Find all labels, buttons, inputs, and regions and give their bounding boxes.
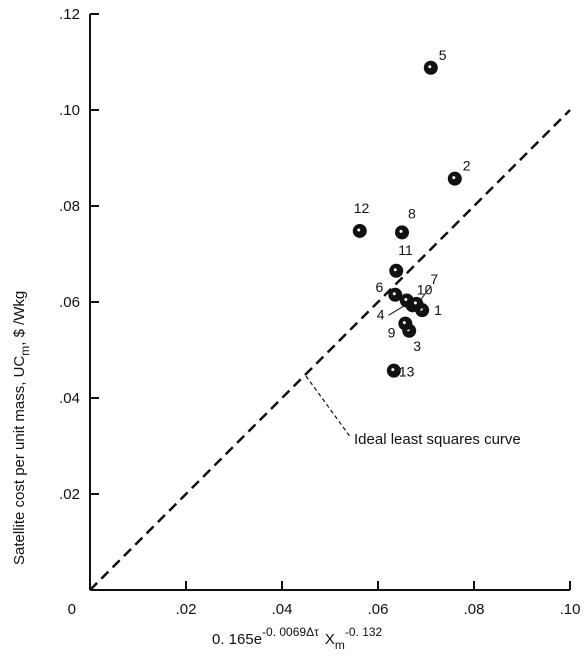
ticks: .02 .04 .06 .08 .10 .12 0 .02 .04 .06 .08 .10 xyxy=(59,6,580,618)
data-point-label: 6 xyxy=(375,279,383,295)
y-tick-label: .10 xyxy=(59,102,80,119)
y-tick-label: .02 xyxy=(59,486,80,503)
label-leader xyxy=(388,303,407,316)
axes xyxy=(89,14,570,591)
data-point-label: 9 xyxy=(388,325,396,341)
point-highlight xyxy=(357,228,361,232)
ideal-least-squares-line xyxy=(89,109,571,591)
x-axis-title: 0. 165e-0. 0069Δτ Xm-0. 132 xyxy=(212,625,383,652)
data-point-label: 11 xyxy=(398,242,413,258)
point-highlight xyxy=(393,268,397,272)
y-tick-label: .08 xyxy=(59,198,80,215)
data-point-label: 12 xyxy=(354,200,370,216)
data-point-label: 3 xyxy=(413,338,421,354)
x-tick-label: .10 xyxy=(560,601,581,618)
data-point-label: 7 xyxy=(430,271,438,287)
point-highlight xyxy=(402,321,406,325)
x-tick-label: .04 xyxy=(272,601,293,618)
y-tick-label: .12 xyxy=(59,6,80,23)
point-highlight xyxy=(391,368,395,372)
data-point-label: 1 xyxy=(434,302,442,318)
point-highlight xyxy=(404,298,408,302)
y-axis-title: Satellite cost per unit mass, UCm, $ /Wk… xyxy=(11,291,32,565)
x-tick-label: 0 xyxy=(68,601,76,618)
data-point-label: 8 xyxy=(408,205,416,221)
y-tick-label: .04 xyxy=(59,390,80,407)
label-leader xyxy=(420,286,431,301)
x-tick-label: .08 xyxy=(464,601,485,618)
data-point-label: 13 xyxy=(399,364,415,380)
point-highlight xyxy=(399,229,403,233)
point-highlight xyxy=(452,176,456,180)
point-highlight xyxy=(413,301,417,305)
x-tick-label: .02 xyxy=(176,601,197,618)
data-point-label: 4 xyxy=(377,306,385,322)
reference-line-group: Ideal least squares curve xyxy=(89,109,571,591)
data-point-label: 10 xyxy=(417,282,433,298)
x-tick-label: .06 xyxy=(368,601,389,618)
point-highlight xyxy=(392,292,396,296)
ideal-least-squares-label: Ideal least squares curve xyxy=(354,431,521,448)
point-highlight xyxy=(428,65,432,69)
y-tick-label: .06 xyxy=(59,294,80,311)
data-point-label: 2 xyxy=(463,158,471,174)
annotation-leader xyxy=(305,375,352,439)
data-point-label: 5 xyxy=(439,47,447,63)
